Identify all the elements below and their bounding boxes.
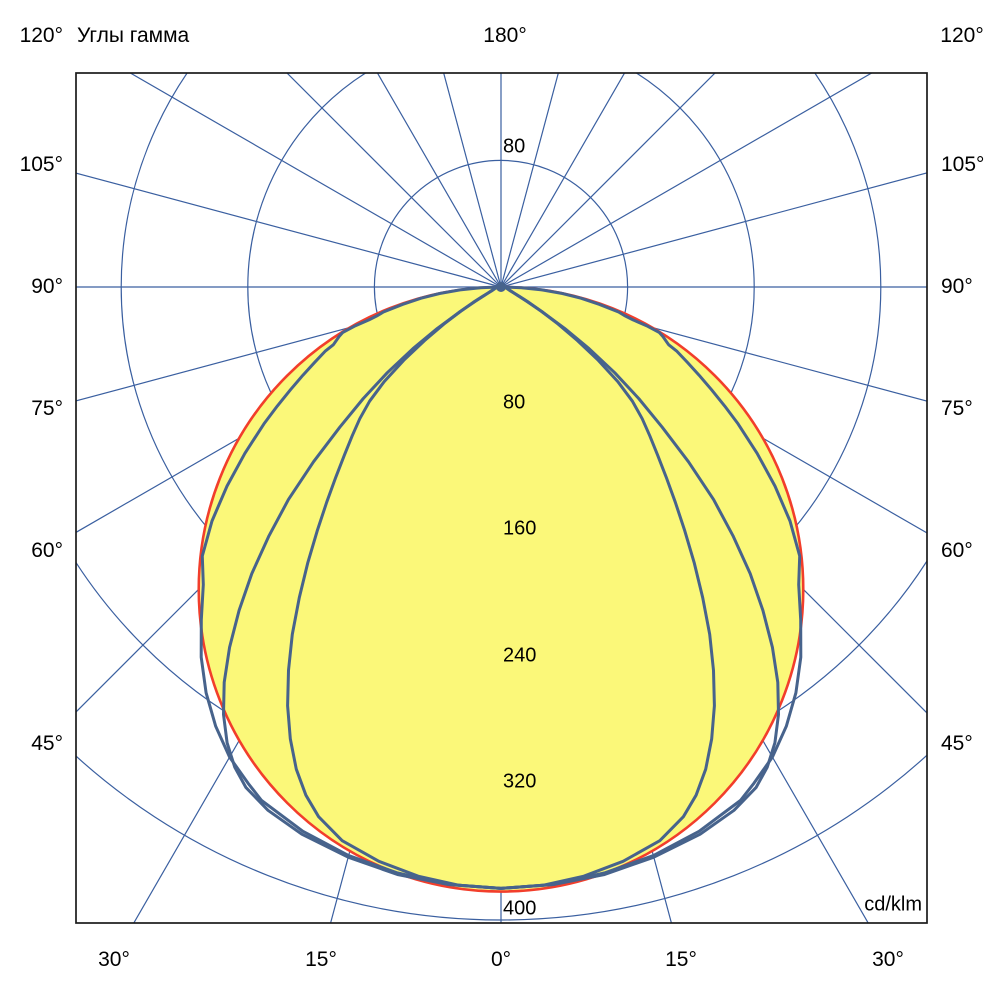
grid-radial-line — [500, 73, 873, 288]
gamma-label-right-90°: 90° — [941, 275, 973, 298]
grid-radial-line — [129, 73, 502, 288]
gamma-label-right-60°: 60° — [941, 539, 973, 562]
gamma-label-left-60°: 60° — [31, 539, 63, 562]
plot-frame — [75, 72, 928, 924]
ring-label-240: 240 — [503, 644, 537, 667]
gamma-label-left-75°: 75° — [31, 397, 63, 420]
measured-curve-plane-wide — [199, 285, 803, 890]
grid-radial-line — [500, 73, 559, 288]
grid-radial-line — [376, 73, 502, 288]
grid-radial-line — [500, 286, 927, 402]
gamma-label-right-105°: 105° — [941, 153, 985, 176]
grid-radial-line — [76, 172, 502, 288]
gamma-label-right-45°: 45° — [941, 732, 973, 755]
gamma-label-bottom-0: 30° — [98, 948, 130, 971]
gamma-label-right-75°: 75° — [941, 397, 973, 420]
gamma-label-top-center: 180° — [483, 24, 527, 47]
grid-ring-circle — [76, 754, 927, 921]
ring-label-400: 400 — [503, 897, 537, 920]
ring-label-320: 320 — [503, 770, 537, 793]
grid-radial-line — [500, 172, 927, 288]
gamma-label-top-right: 120° — [940, 24, 984, 47]
ring-label-top-80: 80 — [503, 135, 526, 158]
reference-curve — [197, 285, 805, 893]
gamma-label-bottom-1: 15° — [305, 948, 337, 971]
pole-dot — [496, 282, 506, 292]
gamma-label-left-90°: 90° — [31, 275, 63, 298]
unit-label: cd/klm — [864, 893, 922, 916]
grid-radial-line — [76, 286, 502, 402]
grid-radial-line — [443, 73, 502, 288]
gamma-label-top-left: 120° — [19, 24, 63, 47]
grid-radial-line — [286, 73, 502, 288]
gamma-label-left-45°: 45° — [31, 732, 63, 755]
gamma-label-bottom-3: 15° — [665, 948, 697, 971]
gamma-label-bottom-4: 30° — [872, 948, 904, 971]
gamma-label-left-105°: 105° — [19, 153, 63, 176]
chart-title: Углы гамма — [77, 24, 190, 47]
gamma-label-bottom-2: 0° — [490, 948, 512, 971]
ring-label-160: 160 — [503, 517, 537, 540]
grid-radial-line — [500, 73, 626, 288]
grid-radial-line — [500, 73, 716, 288]
ring-label-80: 80 — [503, 391, 526, 414]
